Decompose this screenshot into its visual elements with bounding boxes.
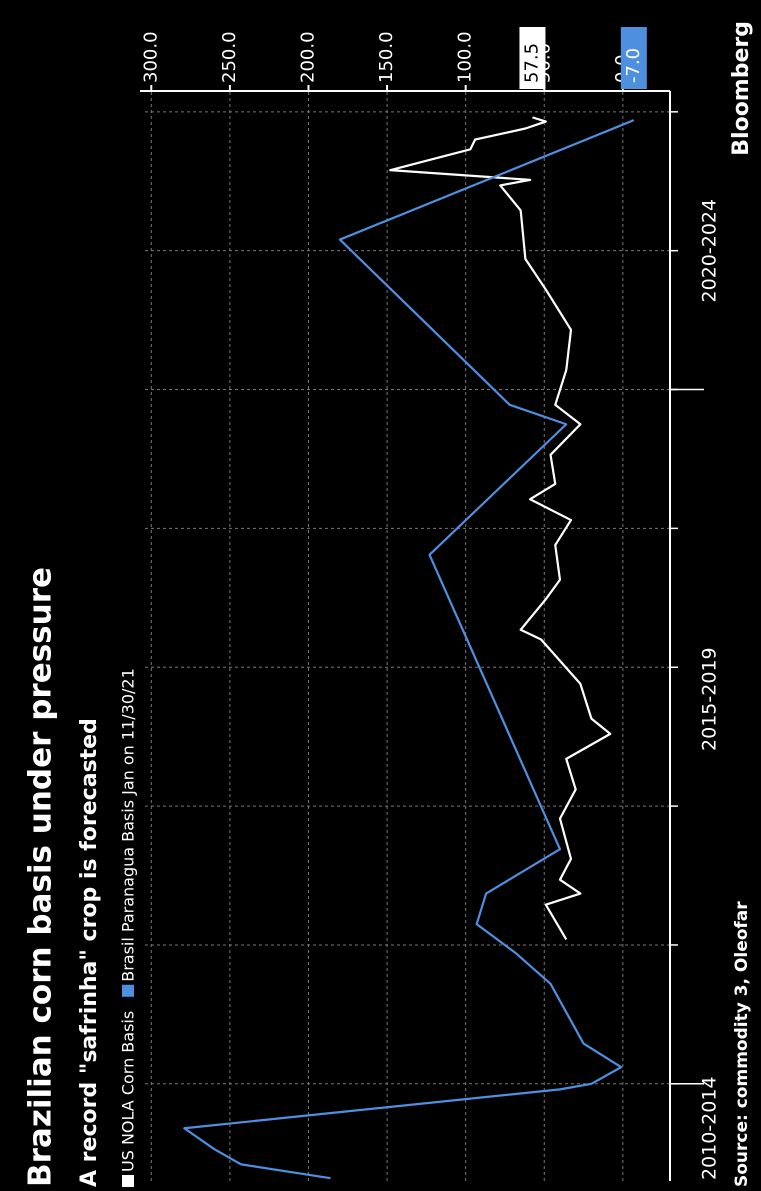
chart-subtitle: A record "safrinha" crop is forecasted bbox=[77, 718, 102, 1187]
legend-swatch bbox=[122, 1175, 134, 1187]
series-line bbox=[183, 119, 635, 1180]
last-value-label: 57.5 bbox=[521, 43, 542, 83]
legend-label: Brasil Paranagua Basis Jan on 11/30/21 bbox=[119, 668, 138, 982]
x-group-label: 2020-2024 bbox=[699, 199, 721, 303]
y-tick-label: 200.0 bbox=[297, 31, 318, 83]
y-tick-label: 300.0 bbox=[140, 31, 161, 83]
y-tick-label: 250.0 bbox=[219, 31, 240, 83]
legend-swatch bbox=[122, 984, 134, 997]
brand: Bloomberg bbox=[729, 21, 754, 156]
x-group-label: 2010-2014 bbox=[699, 1076, 721, 1180]
source: Source: commodity 3, Oleofar bbox=[732, 901, 752, 1187]
legend-label: US NOLA Corn Basis bbox=[119, 1011, 138, 1172]
last-value-label: -7.0 bbox=[623, 48, 644, 83]
x-group-label: 2015-2019 bbox=[699, 647, 721, 751]
chart-title: Brazilian corn basis under pressure bbox=[23, 567, 59, 1187]
rotated-chart: Brazilian corn basis under pressure A re… bbox=[23, 21, 754, 1187]
series-line bbox=[389, 116, 612, 940]
y-tick-label: 100.0 bbox=[455, 31, 476, 83]
y-tick-label: 150.0 bbox=[376, 31, 397, 83]
last-value-box bbox=[519, 27, 546, 89]
last-value-box bbox=[620, 27, 647, 89]
